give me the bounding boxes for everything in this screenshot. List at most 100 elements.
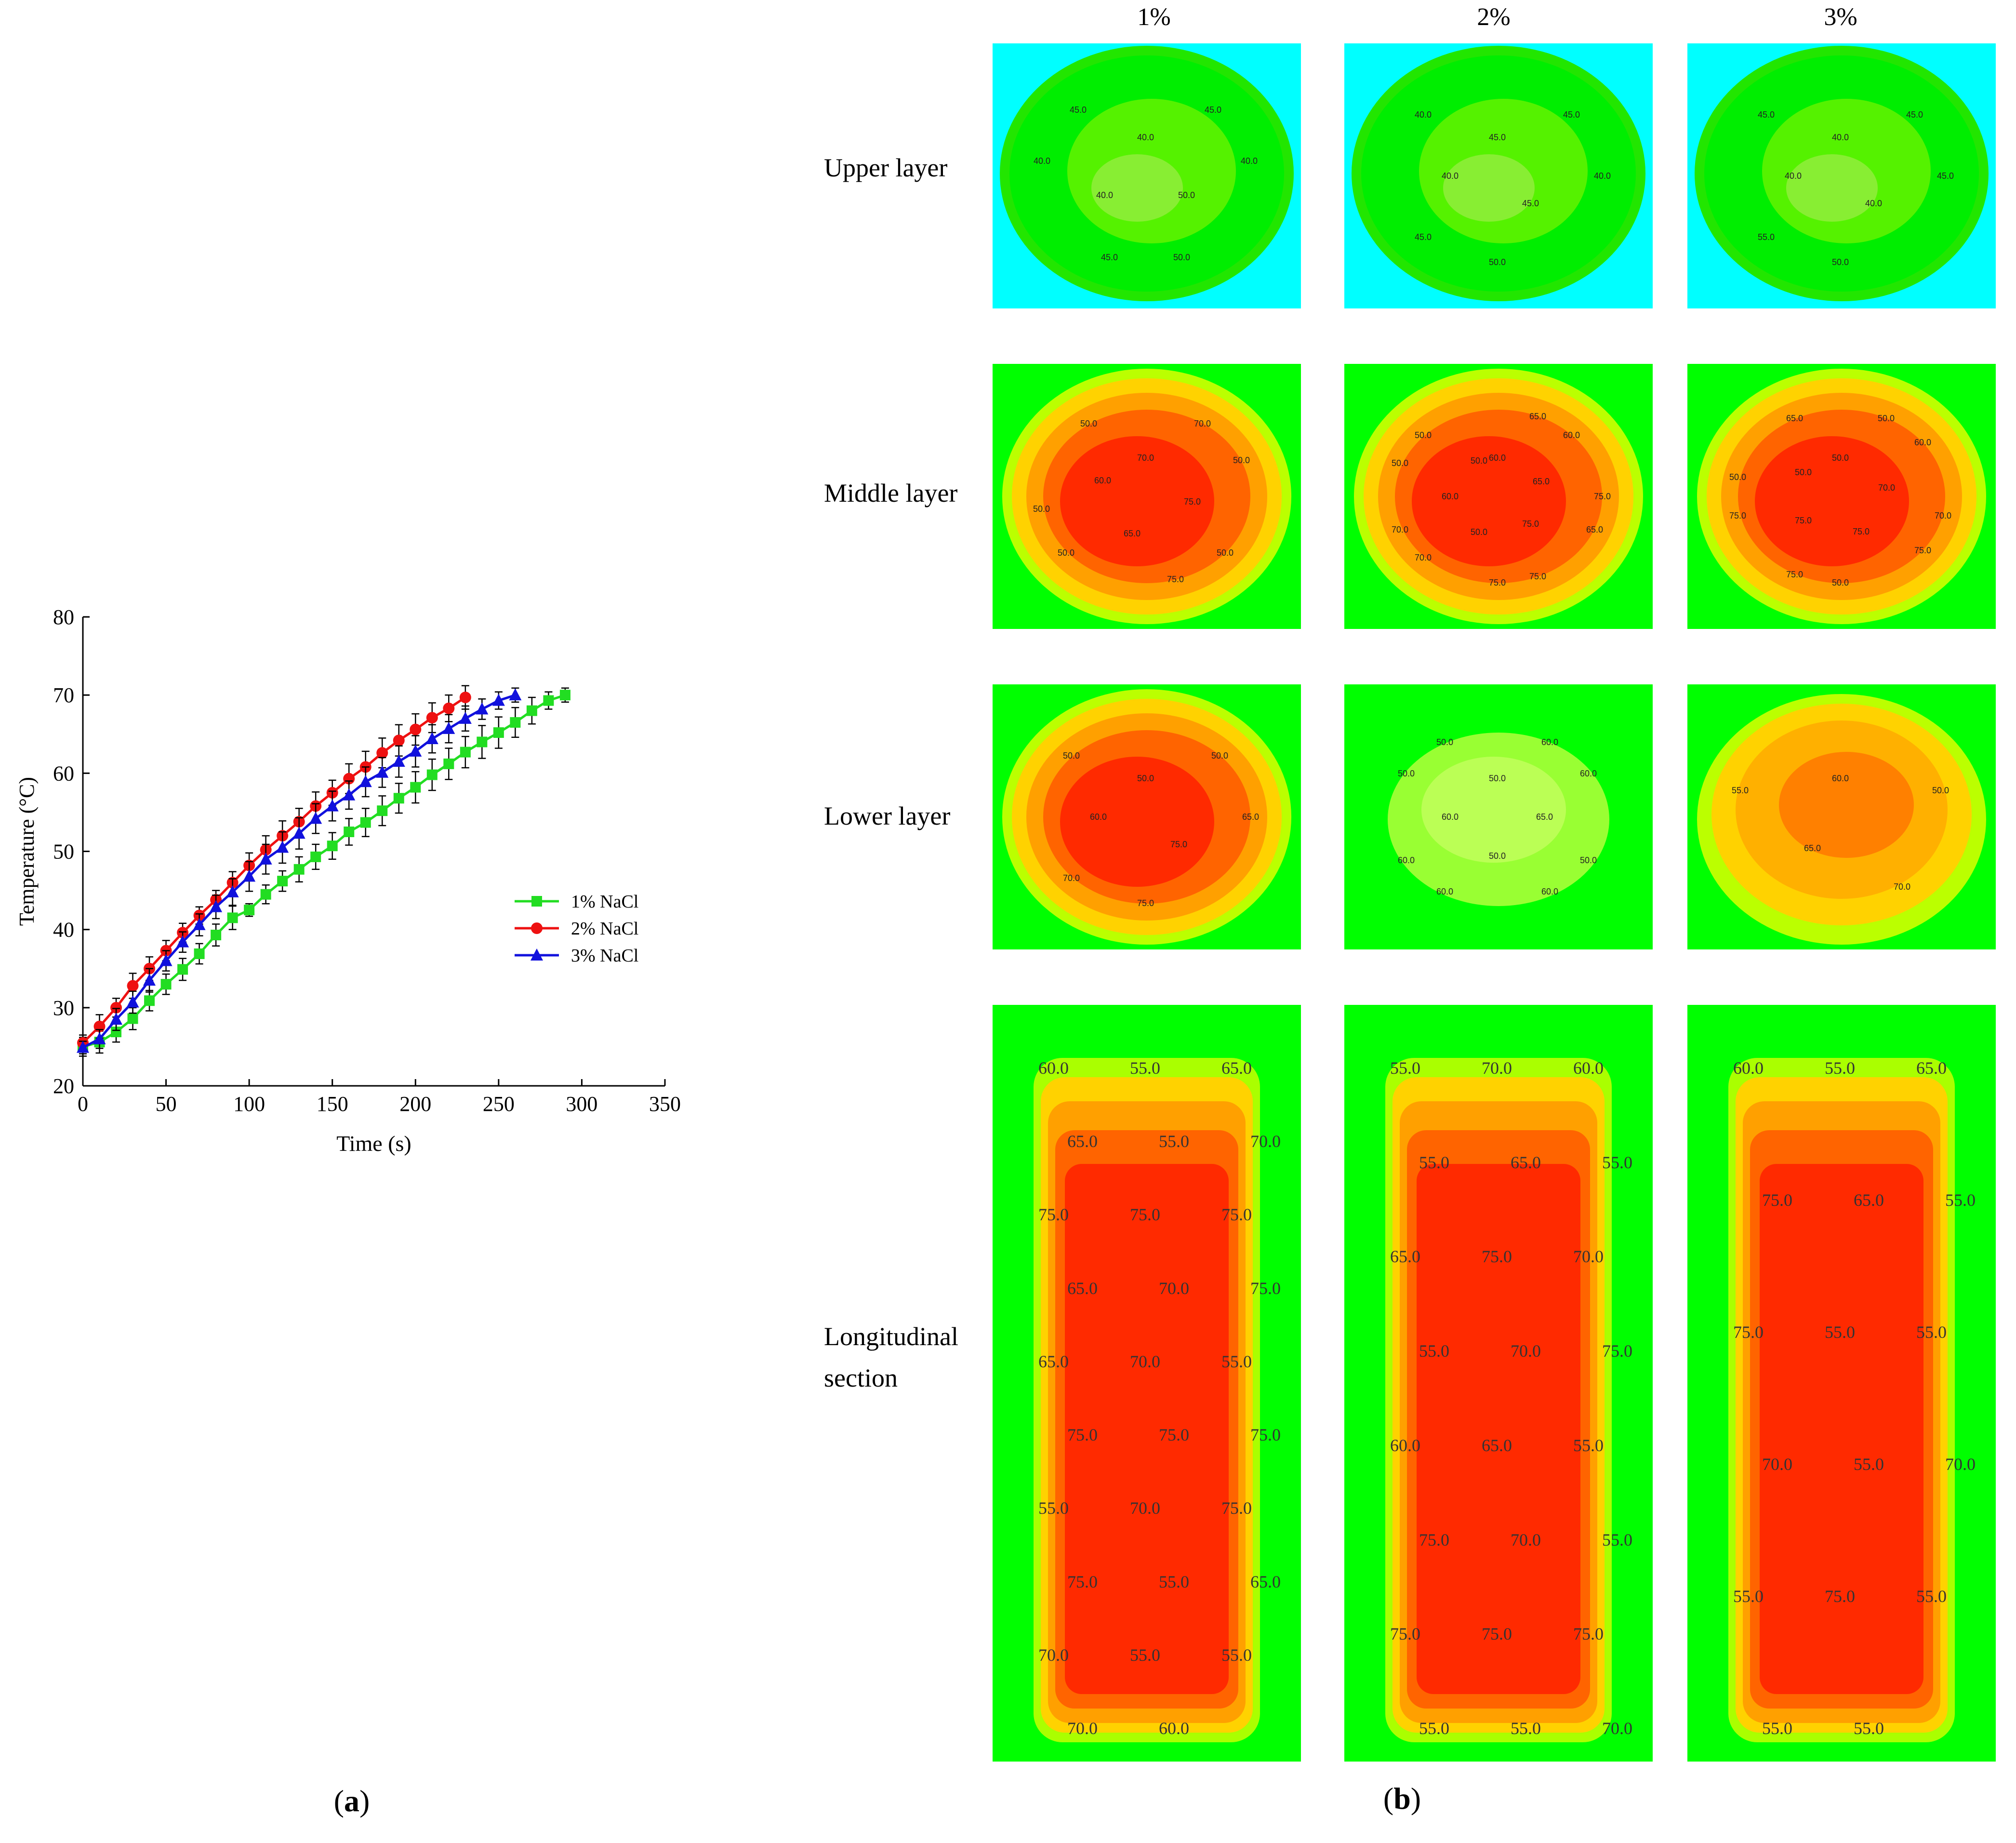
row-header-lower: Lower layer xyxy=(824,801,951,830)
data-point xyxy=(159,954,172,966)
isotherm-label: 50.0 xyxy=(1489,774,1506,783)
heat-map-svg xyxy=(1352,46,1645,301)
chart-legend: 1% NaCl 2% NaCl 3% NaCl xyxy=(515,892,638,966)
data-point xyxy=(226,885,239,897)
isotherm-label: 70.0 xyxy=(1511,1341,1541,1361)
isotherm-label: 75.0 xyxy=(1221,1205,1252,1224)
isotherm-label: 50.0 xyxy=(1832,578,1849,588)
isotherm-label: 75.0 xyxy=(1130,1205,1160,1224)
isotherm-label: 55.0 xyxy=(1419,1719,1449,1738)
data-point xyxy=(259,852,272,865)
isotherm-label: 50.0 xyxy=(1832,453,1849,463)
isotherm-region xyxy=(1060,436,1214,566)
isotherm-label: 60.0 xyxy=(1094,476,1112,485)
isotherm-label: 50.0 xyxy=(1932,786,1950,795)
isotherm-label: 50.0 xyxy=(1173,253,1191,262)
isotherm-label: 55.0 xyxy=(1390,1058,1420,1078)
data-point xyxy=(193,918,206,930)
isotherm-label: 75.0 xyxy=(1733,1322,1764,1342)
isotherm-label: 55.0 xyxy=(1573,1436,1604,1455)
isotherm-label: 65.0 xyxy=(1390,1247,1420,1266)
data-point xyxy=(210,900,223,912)
x-tick-label: 300 xyxy=(566,1092,597,1116)
data-point xyxy=(126,995,139,1008)
isotherm-label: 75.0 xyxy=(1221,1498,1252,1518)
isotherm-region xyxy=(1060,757,1214,887)
isotherm-label: 65.0 xyxy=(1482,1436,1512,1455)
isotherm-label: 70.0 xyxy=(1063,873,1080,883)
isotherm-label: 40.0 xyxy=(1241,156,1258,166)
isotherm-label: 75.0 xyxy=(1390,1624,1420,1643)
isotherm-label: 55.0 xyxy=(1825,1058,1855,1078)
isotherm-label: 50.0 xyxy=(1137,774,1154,783)
isotherm-label: 60.0 xyxy=(1541,887,1559,896)
data-point xyxy=(343,788,356,801)
x-tick-label: 0 xyxy=(78,1092,88,1116)
isotherm-label: 75.0 xyxy=(1067,1425,1098,1444)
isotherm-label: 55.0 xyxy=(1511,1719,1541,1738)
isotherm-label: 50.0 xyxy=(1489,851,1506,861)
column-header-2pct: 2% xyxy=(1477,3,1511,31)
isotherm-label: 75.0 xyxy=(1729,511,1747,521)
isotherm-label: 75.0 xyxy=(1419,1530,1449,1549)
isotherm-label: 65.0 xyxy=(1533,477,1550,486)
isotherm-label: 50.0 xyxy=(1436,737,1454,747)
data-point xyxy=(111,1027,122,1038)
isotherm-label: 75.0 xyxy=(1170,840,1188,849)
data-point xyxy=(144,995,155,1006)
isotherm-label: 70.0 xyxy=(1878,483,1896,493)
data-point xyxy=(510,717,521,728)
heat-map-upper-2pct: 45.0 45.0 40.0 45.0 50.0 45.0 40.0 40.0 xyxy=(1344,43,1653,308)
isotherm-label: 60.0 xyxy=(1442,812,1459,822)
isotherm-label: 50.0 xyxy=(1832,257,1849,267)
isotherm-label: 40.0 xyxy=(1442,171,1459,181)
isotherm-label: 45.0 xyxy=(1489,133,1506,142)
isotherm-label: 60.0 xyxy=(1442,492,1459,501)
heat-map-svg xyxy=(1697,369,1986,624)
isotherm-label: 65.0 xyxy=(1586,525,1604,534)
isotherm-label: 55.0 xyxy=(1130,1058,1160,1078)
isotherm-label: 70.0 xyxy=(1038,1645,1069,1665)
series-line xyxy=(82,694,566,1048)
isotherm-label: 45.0 xyxy=(1758,110,1775,120)
isotherm-label: 65.0 xyxy=(1067,1279,1098,1298)
data-point xyxy=(360,817,371,828)
legend-label: 1% NaCl xyxy=(571,892,638,912)
row-header-longitudinal-line1: Longitudinal xyxy=(824,1322,958,1351)
isotherm-label: 55.0 xyxy=(1825,1322,1855,1342)
isotherm-label: 75.0 xyxy=(1250,1279,1281,1298)
isotherm-label: 75.0 xyxy=(1853,527,1870,536)
data-point xyxy=(410,723,422,735)
column-header-3pct: 3% xyxy=(1824,3,1857,31)
isotherm-label: 75.0 xyxy=(1762,1190,1792,1210)
y-tick-label: 50 xyxy=(53,840,74,864)
data-point xyxy=(442,721,455,734)
isotherm-label: 45.0 xyxy=(1937,171,1954,181)
isotherm-label: 70.0 xyxy=(1194,419,1211,428)
data-point xyxy=(559,690,570,701)
y-tick-label: 40 xyxy=(53,918,74,942)
heat-map-svg xyxy=(1695,46,1989,301)
isotherm-label: 70.0 xyxy=(1935,511,1952,521)
isotherm-label: 60.0 xyxy=(1398,855,1415,865)
isotherm-label: 50.0 xyxy=(1233,455,1250,465)
isotherm-label: 75.0 xyxy=(1795,516,1812,525)
heat-map-svg xyxy=(1000,46,1294,301)
series-3-nacl xyxy=(77,687,522,1055)
data-point xyxy=(344,826,355,837)
x-tick-label: 150 xyxy=(317,1092,348,1116)
data-point xyxy=(426,769,438,780)
isotherm-label: 50.0 xyxy=(1211,751,1229,761)
data-point xyxy=(160,979,172,990)
data-point xyxy=(492,694,505,706)
isotherm-label: 65.0 xyxy=(1038,1352,1069,1371)
isotherm-label: 75.0 xyxy=(1914,546,1932,555)
isotherm-label: 65.0 xyxy=(1242,812,1260,822)
data-point xyxy=(327,841,338,852)
temperature-time-chart: 20 30 40 50 60 70 80 0 50 100 150 200 250 300 350 Time … xyxy=(15,605,681,1156)
data-point xyxy=(77,1041,89,1053)
isotherm-label: 75.0 xyxy=(1159,1425,1189,1444)
isotherm-label: 40.0 xyxy=(1415,110,1432,120)
data-point xyxy=(176,935,189,948)
data-point xyxy=(110,1002,122,1014)
